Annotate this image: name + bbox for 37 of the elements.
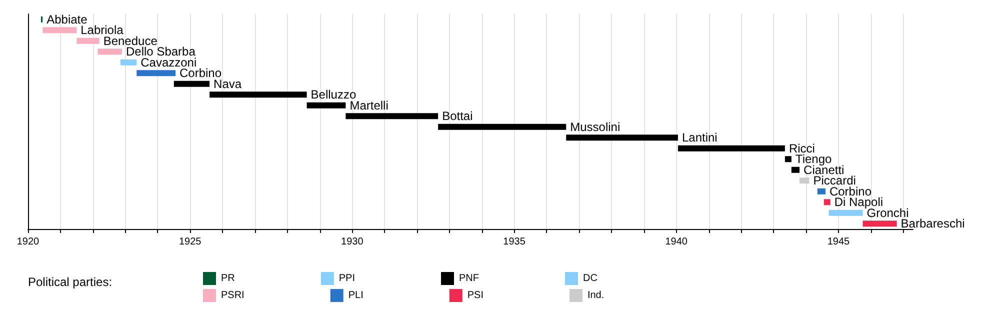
legend-label: PSI: [467, 290, 484, 301]
bar: [862, 220, 897, 227]
bar: [800, 178, 810, 184]
bar: [438, 124, 566, 130]
legend-title: Political parties:: [28, 275, 112, 289]
bar: [791, 166, 800, 173]
y-tick-label: Mussolini: [570, 120, 620, 134]
legend-label: PR: [221, 273, 235, 284]
bar: [346, 113, 438, 120]
bar: [98, 48, 122, 55]
bar: [824, 199, 830, 206]
x-tick-label: 1930: [341, 236, 364, 248]
legend-label: Ind.: [587, 290, 604, 301]
bar: [210, 92, 307, 98]
x-tick-label: 1940: [665, 236, 688, 248]
x-tick-label: 1925: [178, 236, 202, 248]
legend-label: PSRI: [221, 290, 244, 301]
bar: [174, 80, 210, 87]
bar: [136, 70, 176, 76]
legend-label: PLI: [348, 290, 364, 301]
x-tick-label: 1945: [827, 236, 850, 248]
y-tick-label: Bottai: [442, 109, 473, 124]
legend-label: DC: [583, 273, 598, 284]
bar: [828, 210, 863, 216]
bar: [76, 38, 100, 44]
bar: [678, 145, 785, 152]
bar: [306, 102, 346, 108]
bar: [784, 156, 792, 162]
y-tick-label: Lantini: [682, 130, 718, 145]
legend-label: PPI: [338, 273, 356, 284]
bar: [566, 134, 678, 141]
x-tick-label: 1920: [16, 236, 40, 248]
bar: [120, 59, 137, 66]
bar: [817, 188, 826, 194]
x-tick-label: 1935: [503, 236, 526, 248]
bar: [42, 27, 77, 34]
legend-label: PNF: [459, 273, 480, 284]
